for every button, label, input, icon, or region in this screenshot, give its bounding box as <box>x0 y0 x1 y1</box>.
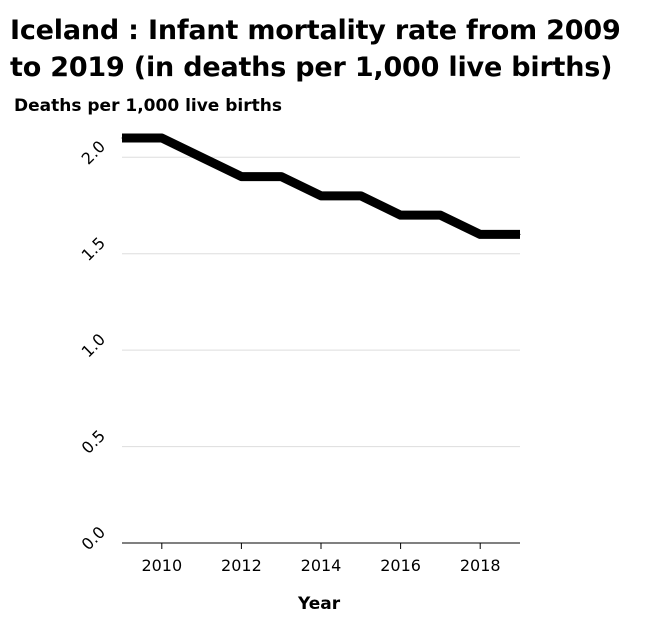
x-tick-label: 2010 <box>141 556 182 575</box>
x-tick-label: 2018 <box>460 556 501 575</box>
data-series <box>121 133 521 239</box>
data-point <box>360 195 362 197</box>
x-tick-label: 2016 <box>380 556 421 575</box>
data-point <box>439 214 441 216</box>
y-tick-label: 0.5 <box>78 426 109 457</box>
data-point <box>400 214 402 216</box>
data-point <box>240 176 242 178</box>
data-point <box>121 137 123 139</box>
grid-lines <box>122 156 520 448</box>
data-point <box>161 137 163 139</box>
x-tick-labels: 2010 2012 2014 2016 2018 <box>141 556 500 575</box>
y-tick-label: 0.0 <box>78 523 109 554</box>
x-tick-label: 2012 <box>221 556 262 575</box>
data-point <box>201 156 203 158</box>
series-line <box>122 133 520 239</box>
data-point <box>479 233 481 235</box>
y-tick-labels: 0.0 0.5 1.0 1.5 2.0 <box>78 137 109 554</box>
data-point <box>280 176 282 178</box>
data-point <box>519 233 521 235</box>
x-tick-label: 2014 <box>301 556 342 575</box>
y-axis-title: Deaths per 1,000 live births <box>14 96 282 116</box>
y-tick-label: 2.0 <box>78 137 109 168</box>
x-axis-title: Year <box>298 594 341 614</box>
x-axis <box>122 542 520 549</box>
y-tick-label: 1.5 <box>78 233 109 264</box>
y-tick-label: 1.0 <box>78 330 109 361</box>
chart-title: Iceland : Infant mortality rate from 200… <box>10 15 621 83</box>
data-point <box>320 195 322 197</box>
